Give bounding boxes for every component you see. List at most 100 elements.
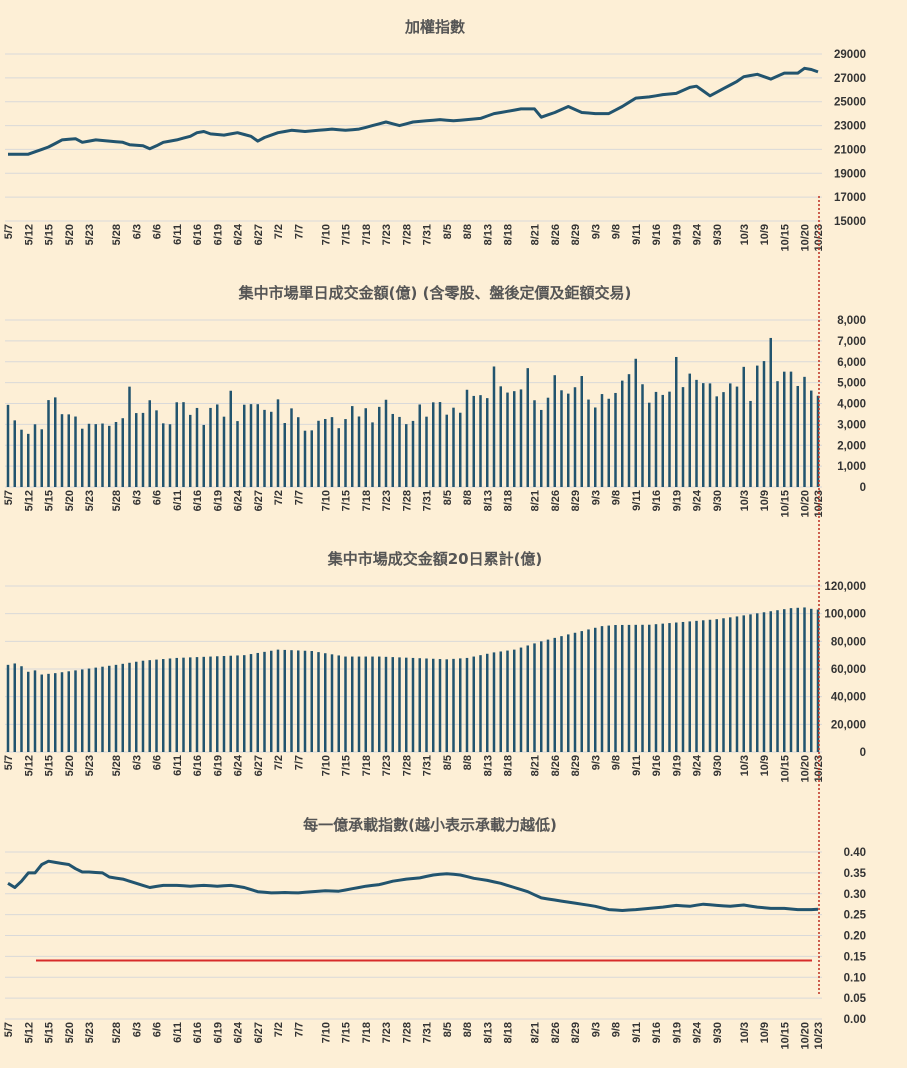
- chart2-bar: [546, 397, 550, 487]
- chart3-bar: [195, 657, 199, 752]
- chart3-x-tick-label: 6/19: [212, 755, 224, 776]
- chart1-x-tick-label: 7/15: [341, 224, 353, 245]
- chart3-bar: [816, 609, 820, 752]
- chart3-bar: [276, 649, 280, 752]
- chart3-bar: [553, 637, 556, 752]
- chart2-bar: [776, 381, 779, 487]
- chart2-bar: [256, 404, 259, 487]
- chart3-bar: [432, 658, 435, 752]
- chart2-bar: [621, 380, 624, 487]
- chart3-bar: [344, 656, 347, 752]
- chart3-bar: [607, 625, 610, 752]
- chart1-y-tick-label: 29000: [834, 49, 866, 61]
- chart2-bar: [87, 423, 91, 487]
- chart3-title: 集中市場成交金額20日累計(億): [327, 550, 543, 568]
- chart3-x-tick-label: 8/21: [530, 755, 542, 776]
- chart1-x-tick-label: 6/19: [212, 224, 224, 245]
- chart3-bar: [317, 652, 320, 752]
- chart2-bar: [729, 383, 732, 487]
- chart2-bar: [567, 393, 570, 487]
- chart2-bar: [513, 391, 516, 487]
- chart1-x-tick-label: 10/3: [739, 224, 751, 245]
- chart3-bar: [769, 611, 772, 752]
- chart2-x-tick-label: 9/16: [651, 490, 663, 511]
- chart2-bar: [742, 366, 745, 487]
- chart1-x-tick-label: 7/10: [320, 224, 332, 245]
- chart2-bar: [195, 407, 199, 487]
- chart3-bar: [6, 664, 10, 752]
- chart3-bar: [634, 624, 637, 752]
- chart3-bar: [465, 657, 469, 752]
- chart4-x-tick-label: 7/31: [422, 1022, 434, 1043]
- chart4-x-tick-label: 5/7: [3, 1022, 15, 1037]
- chart2-bar: [74, 416, 77, 487]
- chart3-x-tick-label: 7/31: [422, 755, 434, 776]
- chart3-bar: [715, 619, 718, 752]
- chart2-bar: [330, 417, 334, 487]
- chart3-bar: [384, 656, 388, 752]
- chart3-x-tick-label: 5/15: [44, 755, 56, 776]
- chart4-y-tick-label: 0.10: [844, 972, 866, 984]
- chart2-x-tick-label: 7/10: [320, 490, 332, 511]
- chart2-bar: [722, 392, 725, 487]
- chart3-bar: [621, 624, 624, 752]
- chart3-bar: [641, 624, 644, 752]
- chart1-y-tick-label: 27000: [834, 73, 866, 85]
- chart2-x-tick-label: 5/23: [84, 490, 96, 511]
- chart2-bar: [594, 407, 597, 487]
- chart2-x-tick-label: 7/28: [401, 490, 413, 511]
- chart2-bar: [384, 399, 388, 487]
- chart3-y-tick-label: 40,000: [831, 692, 866, 704]
- chart3-bar: [573, 632, 577, 752]
- chart2-bar: [749, 400, 752, 487]
- chart1-x-tick-label: 8/8: [462, 224, 474, 239]
- chart3-x-tick-label: 8/26: [550, 755, 562, 776]
- chart4-y-tick-label: 0.20: [844, 931, 866, 943]
- chart1-title: 加權指數: [404, 18, 465, 36]
- chart2-bar: [128, 386, 131, 487]
- chart3-bar: [486, 653, 489, 752]
- chart3-bar: [101, 666, 104, 752]
- chart1-x-tick-label: 9/30: [712, 224, 724, 245]
- chart3-y-tick-label: 100,000: [824, 609, 866, 621]
- chart3-x-tick-label: 9/16: [651, 755, 663, 776]
- chart2-bar: [452, 407, 455, 487]
- chart4-x-tick-label: 6/24: [233, 1021, 245, 1043]
- chart1-x-tick-label: 10/9: [759, 224, 771, 245]
- chart3-x-tick-label: 5/7: [3, 755, 15, 770]
- chart2-x-tick-label: 9/19: [671, 490, 683, 511]
- chart3-bar: [283, 649, 286, 752]
- chart2-y-tick-label: 8,000: [837, 315, 866, 327]
- chart2-bar: [324, 418, 327, 487]
- chart2-bar: [317, 420, 320, 487]
- chart3-bar: [526, 645, 529, 752]
- chart2-y-tick-label: 1,000: [837, 461, 866, 473]
- chart2-bar: [560, 390, 563, 487]
- chart2-x-tick-label: 10/3: [739, 490, 751, 511]
- chart2-bar: [465, 389, 469, 487]
- chart3-bar: [108, 665, 111, 752]
- chart4-x-tick-label: 7/15: [341, 1022, 353, 1043]
- chart4-x-tick-label: 7/23: [381, 1022, 393, 1043]
- chart3-bar: [324, 653, 327, 752]
- chart2-bar: [695, 379, 698, 487]
- chart4-x-tick-label: 5/15: [44, 1022, 56, 1043]
- chart4-x-tick-label: 8/13: [482, 1022, 494, 1043]
- chart2-bar: [769, 337, 772, 487]
- chart4-x-tick-label: 6/6: [152, 1022, 164, 1037]
- chart2-bar: [229, 390, 232, 487]
- chart3-x-tick-label: 7/7: [293, 755, 305, 770]
- chart1-x-tick-label: 9/24: [692, 223, 704, 245]
- chart2-bar: [614, 392, 617, 487]
- chart3-bar: [330, 654, 334, 752]
- chart2-bar: [648, 402, 651, 487]
- chart3-bar: [13, 663, 16, 752]
- chart4-x-tick-label: 9/8: [611, 1022, 623, 1037]
- chart1-x-tick-label: 7/28: [401, 224, 413, 245]
- chart2-bar: [762, 361, 766, 487]
- chart4-x-tick-label: 9/3: [590, 1022, 602, 1037]
- chart2-bar: [121, 418, 124, 487]
- chart3-x-tick-label: 7/2: [273, 755, 285, 770]
- chart4-x-tick-label: 8/8: [462, 1022, 474, 1037]
- chart3-bar: [155, 659, 158, 752]
